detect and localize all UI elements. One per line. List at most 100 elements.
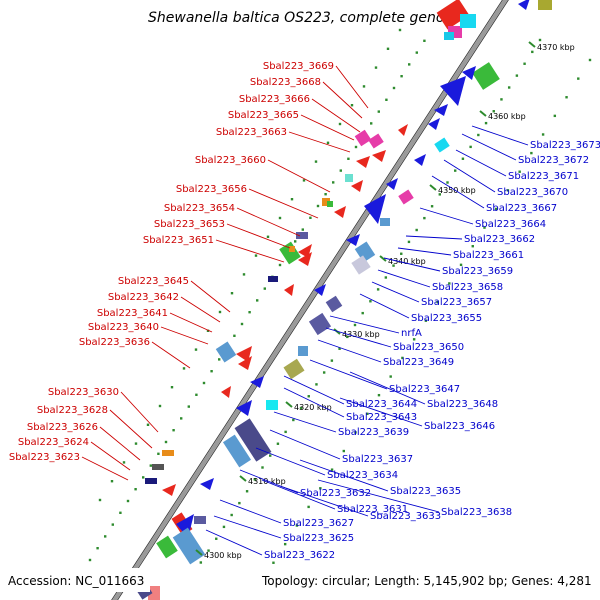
gene-label[interactable]: Sbal223_3663: [216, 127, 287, 138]
gene-label[interactable]: Sbal223_3671: [508, 171, 579, 182]
feature-arrow[interactable]: [250, 376, 264, 388]
feature-arrow[interactable]: [434, 104, 448, 116]
feature-arrow[interactable]: [221, 386, 231, 398]
feature-arrow[interactable]: [351, 180, 363, 192]
feature-block[interactable]: [222, 434, 252, 468]
gene-label[interactable]: Sbal223_3647: [389, 384, 460, 395]
feature-arrow[interactable]: [372, 150, 386, 162]
gene-label[interactable]: Sbal223_3653: [154, 219, 225, 230]
gene-label[interactable]: Sbal223_3638: [441, 507, 512, 518]
gene-label[interactable]: Sbal223_3635: [390, 486, 461, 497]
feature-arrow[interactable]: [518, 0, 530, 10]
gene-label[interactable]: Sbal223_3624: [18, 437, 89, 448]
gene-label[interactable]: Sbal223_3622: [264, 550, 335, 561]
feature-arrow[interactable]: [162, 484, 176, 496]
feature-arrow[interactable]: [346, 234, 360, 246]
feature-block[interactable]: [268, 276, 278, 282]
feature-block[interactable]: [472, 62, 500, 90]
feature-block[interactable]: [354, 241, 376, 263]
feature-arrow[interactable]: [298, 252, 312, 266]
feature-block[interactable]: [351, 255, 371, 275]
feature-block[interactable]: [289, 246, 295, 252]
gene-label[interactable]: Sbal223_3657: [421, 297, 492, 308]
gene-label[interactable]: Sbal223_3636: [79, 337, 150, 348]
gene-label[interactable]: Sbal223_3662: [464, 234, 535, 245]
gene-label[interactable]: Sbal223_3631: [337, 504, 408, 515]
feature-arrow[interactable]: [428, 118, 440, 130]
feature-arrow[interactable]: [440, 76, 466, 106]
gene-label[interactable]: Sbal223_3672: [518, 155, 589, 166]
gene-label[interactable]: Sbal223_3655: [411, 313, 482, 324]
gene-label[interactable]: Sbal223_3623: [9, 452, 80, 463]
feature-block[interactable]: [279, 241, 301, 265]
feature-arrow[interactable]: [236, 400, 252, 416]
gene-label[interactable]: Sbal223_3673: [530, 140, 600, 151]
feature-block[interactable]: [325, 295, 343, 313]
feature-block[interactable]: [266, 400, 278, 410]
gene-label[interactable]: Sbal223_3627: [283, 518, 354, 529]
feature-arrow[interactable]: [238, 356, 252, 370]
feature-block[interactable]: [436, 0, 470, 30]
gene-label[interactable]: Sbal223_3644: [346, 399, 417, 410]
gene-label[interactable]: Sbal223_3665: [228, 110, 299, 121]
gene-label[interactable]: nrfA: [401, 328, 422, 339]
feature-block[interactable]: [327, 201, 333, 207]
feature-block[interactable]: [152, 464, 164, 470]
gene-label[interactable]: Sbal223_3656: [176, 184, 247, 195]
feature-block[interactable]: [538, 0, 552, 10]
feature-arrow[interactable]: [200, 478, 214, 490]
feature-arrow[interactable]: [364, 194, 386, 224]
gene-label[interactable]: Sbal223_3664: [475, 219, 546, 230]
feature-arrow[interactable]: [356, 156, 370, 168]
gene-label[interactable]: Sbal223_3669: [263, 61, 334, 72]
gene-label[interactable]: Sbal223_3670: [497, 187, 568, 198]
feature-arrow[interactable]: [414, 154, 426, 166]
gene-label[interactable]: Sbal223_3651: [143, 235, 214, 246]
feature-block[interactable]: [368, 133, 384, 149]
gene-label[interactable]: Sbal223_3634: [327, 470, 398, 481]
gene-label[interactable]: Sbal223_3632: [300, 488, 371, 499]
feature-arrow[interactable]: [398, 124, 408, 136]
gene-label[interactable]: Sbal223_3654: [164, 203, 235, 214]
feature-block[interactable]: [194, 516, 206, 524]
feature-arrow[interactable]: [284, 284, 294, 296]
gene-label[interactable]: Sbal223_3640: [88, 322, 159, 333]
gene-label[interactable]: Sbal223_3666: [239, 94, 310, 105]
feature-block[interactable]: [444, 32, 454, 40]
gene-label[interactable]: Sbal223_3668: [250, 77, 321, 88]
feature-block[interactable]: [434, 137, 450, 153]
feature-arrow[interactable]: [386, 178, 398, 190]
feature-block[interactable]: [308, 312, 332, 336]
feature-arrow[interactable]: [314, 284, 326, 296]
gene-label[interactable]: Sbal223_3633: [370, 511, 441, 522]
gene-label[interactable]: Sbal223_3643: [346, 412, 417, 423]
gene-label[interactable]: Sbal223_3639: [338, 427, 409, 438]
gene-label[interactable]: Sbal223_3659: [442, 266, 513, 277]
gene-label[interactable]: Sbal223_3625: [283, 533, 354, 544]
feature-block[interactable]: [172, 527, 206, 565]
feature-block[interactable]: [380, 218, 390, 226]
feature-block[interactable]: [156, 535, 178, 559]
gene-label[interactable]: Sbal223_3658: [432, 282, 503, 293]
gene-label[interactable]: Sbal223_3641: [97, 308, 168, 319]
gene-label[interactable]: Sbal223_3650: [393, 342, 464, 353]
feature-block[interactable]: [345, 174, 353, 182]
gene-label[interactable]: Sbal223_3660: [195, 155, 266, 166]
gene-label[interactable]: Sbal223_3628: [37, 405, 108, 416]
feature-block[interactable]: [298, 346, 308, 356]
feature-arrow[interactable]: [334, 206, 346, 218]
gene-label[interactable]: Sbal223_3626: [27, 422, 98, 433]
gene-label[interactable]: Sbal223_3645: [118, 276, 189, 287]
gene-label[interactable]: Sbal223_3648: [427, 399, 498, 410]
feature-block[interactable]: [398, 189, 414, 205]
feature-block[interactable]: [283, 358, 305, 380]
gene-label[interactable]: Sbal223_3649: [383, 357, 454, 368]
feature-block[interactable]: [460, 14, 476, 28]
feature-block[interactable]: [162, 450, 174, 456]
feature-arrow[interactable]: [462, 66, 476, 80]
feature-arrow[interactable]: [236, 346, 252, 362]
feature-block[interactable]: [322, 198, 330, 206]
feature-block[interactable]: [145, 478, 157, 484]
feature-block[interactable]: [148, 586, 160, 600]
feature-block[interactable]: [354, 129, 372, 147]
